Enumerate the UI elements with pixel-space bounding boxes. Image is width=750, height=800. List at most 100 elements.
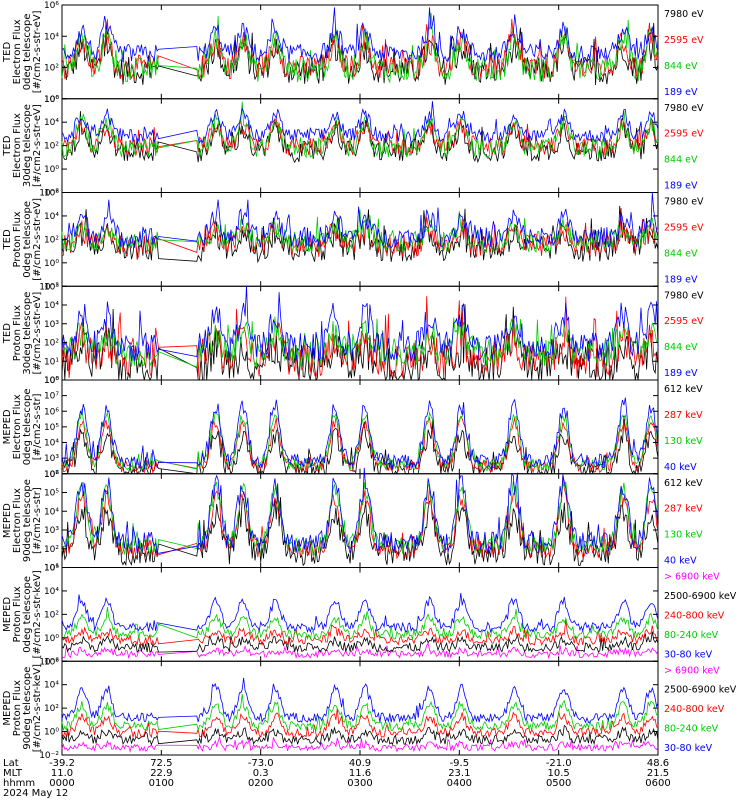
footer-lat: -9.5 (450, 758, 470, 769)
legend-label: 189 eV (664, 181, 698, 192)
y-axis-label: [#/cm2-s-str-keV] (32, 664, 43, 752)
y-tick-label: 10⁰ (44, 165, 59, 175)
series-line (61, 677, 659, 724)
legend-label: 240-800 keV (664, 610, 725, 621)
legend-label: 130 keV (664, 436, 703, 447)
legend-label: > 6900 keV (664, 572, 720, 583)
y-axis-label: TED (2, 229, 13, 250)
series-line (61, 724, 659, 746)
y-tick-label: 10² (44, 545, 59, 555)
y-tick-label: 10⁵ (44, 423, 59, 433)
footer-lat: -39.2 (49, 758, 75, 769)
series-line (61, 101, 659, 145)
y-tick-label: 10² (44, 610, 59, 620)
y-tick-label: 10⁻² (39, 189, 59, 199)
y-tick-label: 10⁻² (39, 751, 59, 761)
y-tick-label: 10⁴ (44, 212, 59, 222)
y-axis-label: Electron Flux (12, 19, 23, 84)
footer-mlt: 21.5 (647, 768, 669, 779)
legend-label: 7980 eV (664, 197, 704, 208)
y-tick-label: 10⁸ (44, 376, 59, 386)
y-tick-label: 10³ (44, 454, 59, 464)
y-axis-label: [#/cm2-s-str-eV] (32, 292, 43, 375)
footer-mlt: 11.0 (51, 768, 73, 779)
footer-hhmm: 0500 (546, 778, 571, 789)
series-line (61, 7, 659, 64)
y-tick-label: 10⁻² (39, 657, 59, 667)
y-tick-label: 10⁴ (44, 439, 59, 449)
footer-row-label: MLT (3, 768, 23, 779)
y-tick-label: 10³ (44, 320, 59, 330)
y-tick-label: 10² (44, 142, 59, 152)
y-tick-label: 10⁵ (44, 489, 59, 499)
y-tick-label: 10⁶ (44, 657, 59, 667)
y-axis-label: Proton Flux (12, 211, 23, 267)
y-tick-label: 10⁴ (44, 681, 59, 691)
footer-mlt: 0.3 (253, 768, 269, 779)
footer-lat: -21.0 (546, 758, 572, 769)
legend-label: > 6900 keV (664, 665, 720, 676)
legend-label: 240-800 keV (664, 704, 725, 715)
legend-label: 612 keV (664, 384, 703, 395)
y-axis-label: Electron Flux (12, 113, 23, 178)
legend-label: 2500-6900 keV (664, 591, 737, 602)
y-tick-label: 10⁶ (44, 470, 59, 480)
y-axis-label: 0deg telescope (22, 389, 33, 466)
legend-label: 189 eV (664, 274, 698, 285)
y-tick-label: 10⁰ (44, 634, 59, 644)
y-axis-label: [#/cm2-s-str-keV] (32, 570, 43, 658)
y-tick-label: 10³ (44, 526, 59, 536)
series-line (61, 408, 659, 472)
legend-label: 612 keV (664, 478, 703, 489)
legend-label: 130 keV (664, 530, 703, 541)
y-tick-label: 10² (44, 339, 59, 349)
y-axis-label: MEPED (2, 503, 13, 538)
y-tick-label: 10⁶ (44, 95, 59, 105)
legend-label: 2595 eV (664, 316, 704, 327)
series-line (61, 285, 659, 363)
series-line (62, 606, 659, 641)
y-tick-label: 10⁰ (44, 376, 59, 386)
y-axis-label: 90deg telescope (22, 667, 33, 750)
y-tick-label: 10⁰ (44, 95, 59, 105)
legend-label: 844 eV (664, 61, 698, 72)
y-axis-label: Electron Flux (12, 394, 23, 459)
y-axis-label: Electron Flux (12, 488, 23, 553)
footer-hhmm: 0200 (248, 778, 273, 789)
footer-hhmm: 0000 (49, 778, 74, 789)
panel-frame (61, 660, 659, 756)
y-tick-label: 10⁴ (44, 301, 59, 311)
series-line (61, 592, 659, 634)
y-axis-label: [#/cm2-s-str] (32, 487, 43, 554)
y-axis-label: [#/cm2-s-str-eV] (32, 10, 43, 93)
y-axis-label: [#/cm2-s-str-eV] (32, 104, 43, 187)
y-tick-label: 10⁶ (44, 564, 59, 574)
legend-label: 80-240 keV (664, 724, 719, 735)
panel-frame (61, 98, 659, 193)
y-tick-label: 10¹ (44, 564, 59, 574)
y-tick-label: 10⁴ (44, 118, 59, 128)
legend-label: 2500-6900 keV (664, 685, 737, 696)
y-axis-label: TED (2, 135, 13, 156)
footer-lat: -73.0 (248, 758, 274, 769)
legend-label: 80-240 keV (664, 630, 719, 641)
y-axis-label: Proton Flux (12, 680, 23, 736)
series-line (61, 304, 659, 382)
y-tick-label: 10⁻² (39, 282, 59, 292)
y-tick-label: 10² (44, 64, 59, 74)
y-axis-label: TED (2, 42, 13, 63)
series-line (61, 316, 659, 368)
legend-label: 2595 eV (664, 222, 704, 233)
series-line (61, 12, 659, 84)
y-tick-label: 10⁶ (44, 1, 59, 11)
y-axis-label: 30deg telescope (22, 292, 33, 375)
y-tick-label: 10¹ (44, 357, 59, 367)
series-line (61, 483, 659, 567)
y-axis-label: [#/cm2-s-str-eV] (32, 198, 43, 281)
y-tick-label: 10² (44, 470, 59, 480)
series-line (61, 642, 659, 660)
y-axis-label: MEPED (2, 690, 13, 725)
legend-label: 30-80 keV (664, 649, 713, 660)
legend-label: 7980 eV (664, 290, 704, 301)
legend-label: 30-80 keV (664, 743, 713, 754)
